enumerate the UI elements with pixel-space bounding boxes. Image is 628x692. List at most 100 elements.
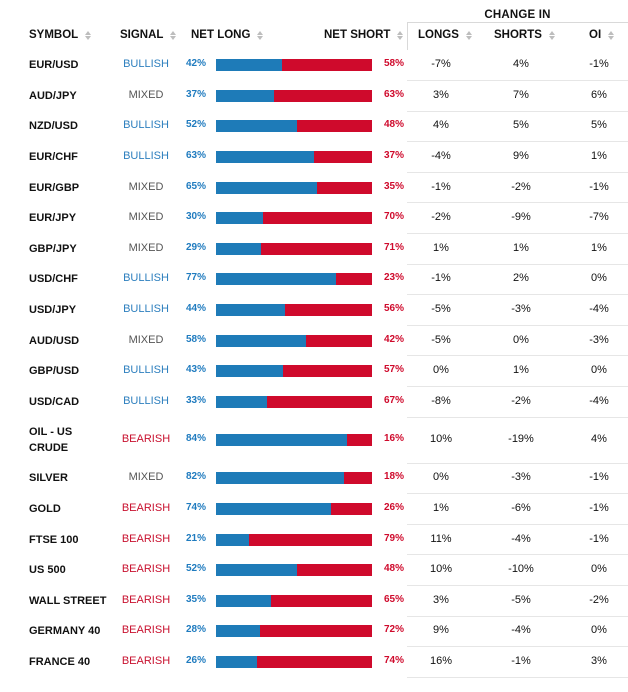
shorts-change-cell: 1% xyxy=(513,364,529,377)
net-short-percent: 63% xyxy=(383,88,404,100)
shorts-change-cell: -5% xyxy=(511,593,531,606)
symbol-cell[interactable]: USD/CAD xyxy=(29,395,80,408)
table-row[interactable]: AUD/JPY MIXED 37% 63% 3% 7% 6% xyxy=(0,81,628,112)
symbol-cell[interactable]: EUR/JPY xyxy=(29,212,77,225)
net-short-percent: 72% xyxy=(383,624,404,636)
symbol-cell[interactable]: AUD/USD xyxy=(29,334,80,347)
oi-header-label: OI xyxy=(589,29,602,41)
table-row[interactable]: GBP/USD BULLISH 43% 57% 0% 1% 0% xyxy=(0,356,628,388)
row-divider xyxy=(407,585,628,587)
signal-cell: BULLISH xyxy=(123,58,169,71)
table-row[interactable]: SILVER MIXED 82% 18% 0% -3% -1% xyxy=(0,463,628,495)
table-row[interactable]: OIL - US CRUDE BEARISH 84% 16% 10% -19% 4% xyxy=(0,417,628,464)
table-row[interactable]: EUR/GBP MIXED 65% 35% -1% -2% -1% xyxy=(0,172,628,204)
symbol-cell[interactable]: GBP/JPY xyxy=(29,242,77,255)
net-long-bar xyxy=(216,395,268,408)
net-long-bar xyxy=(216,656,257,669)
sentiment-bar xyxy=(216,503,372,516)
symbol-cell[interactable]: OIL - US CRUDE xyxy=(29,426,73,455)
symbol-cell[interactable]: GERMANY 40 xyxy=(29,625,101,638)
longs-change-cell: -2% xyxy=(431,211,451,224)
signal-column-header[interactable]: SIGNAL xyxy=(120,29,177,41)
symbol-cell[interactable]: WALL STREET xyxy=(29,594,107,607)
symbol-header-label: SYMBOL xyxy=(29,29,79,41)
shorts-change-cell: -2% xyxy=(511,180,531,193)
table-row[interactable]: WALL STREET BEARISH 35% 65% 3% -5% -2% xyxy=(0,586,628,617)
net-short-percent: 65% xyxy=(383,593,404,605)
symbol-cell[interactable]: USD/CHF xyxy=(29,273,78,286)
symbol-cell[interactable]: EUR/GBP xyxy=(29,181,80,194)
net-short-bar xyxy=(283,365,372,378)
symbol-column-header[interactable]: SYMBOL xyxy=(29,29,92,41)
sentiment-bar xyxy=(216,625,372,638)
net-short-percent: 16% xyxy=(383,433,404,445)
symbol-cell[interactable]: GOLD xyxy=(29,503,61,516)
net-long-bar xyxy=(216,334,307,347)
table-row[interactable]: GERMANY 40 BEARISH 28% 72% 9% -4% 0% xyxy=(0,616,628,648)
oi-column-header[interactable]: OI xyxy=(589,29,615,41)
symbol-cell[interactable]: GBP/USD xyxy=(29,365,80,378)
table-row[interactable]: FTSE 100 BEARISH 21% 79% 11% -4% -1% xyxy=(0,524,628,556)
net-long-percent: 58% xyxy=(185,333,206,345)
table-row[interactable]: US 500 BEARISH 52% 48% 10% -10% 0% xyxy=(0,555,628,587)
net-long-column-header[interactable]: NET LONG xyxy=(191,29,264,41)
net-long-percent: 33% xyxy=(185,394,206,406)
symbol-cell[interactable]: FTSE 100 xyxy=(29,533,79,546)
table-row[interactable]: USD/JPY BULLISH 44% 56% -5% -3% -4% xyxy=(0,295,628,326)
oi-change-cell: 1% xyxy=(591,241,607,254)
sentiment-bar xyxy=(216,151,372,164)
table-row[interactable]: GOLD BEARISH 74% 26% 1% -6% -1% xyxy=(0,494,628,525)
symbol-cell[interactable]: SILVER xyxy=(29,472,68,485)
longs-change-cell: 0% xyxy=(433,471,449,484)
table-row[interactable]: GBP/JPY MIXED 29% 71% 1% 1% 1% xyxy=(0,234,628,265)
net-long-bar xyxy=(216,120,298,133)
longs-change-cell: -5% xyxy=(431,333,451,346)
net-short-percent: 57% xyxy=(383,364,404,376)
symbol-cell[interactable]: AUD/JPY xyxy=(29,89,77,102)
table-row[interactable]: EUR/JPY MIXED 30% 70% -2% -9% -7% xyxy=(0,203,628,235)
shorts-change-cell: 2% xyxy=(513,272,529,285)
net-short-bar xyxy=(256,656,372,669)
symbol-cell[interactable]: FRANCE 40 xyxy=(29,656,91,669)
symbol-cell[interactable]: USD/JPY xyxy=(29,304,77,317)
oi-change-cell: -1% xyxy=(589,58,609,71)
sentiment-bar xyxy=(216,304,372,317)
oi-change-cell: 0% xyxy=(591,563,607,576)
table-row[interactable]: NZD/USD BULLISH 52% 48% 4% 5% 5% xyxy=(0,111,628,143)
net-long-bar xyxy=(216,242,262,255)
table-row[interactable]: EUR/CHF BULLISH 63% 37% -4% 9% 1% xyxy=(0,142,628,173)
net-long-percent: 29% xyxy=(185,241,206,253)
shorts-change-cell: -6% xyxy=(511,502,531,515)
row-divider xyxy=(407,294,628,296)
net-long-bar xyxy=(216,181,318,194)
row-divider xyxy=(407,324,628,326)
shorts-column-header[interactable]: SHORTS xyxy=(494,29,555,41)
table-row[interactable]: USD/CHF BULLISH 77% 23% -1% 2% 0% xyxy=(0,264,628,296)
row-divider xyxy=(407,171,628,173)
net-long-percent: 52% xyxy=(185,563,206,575)
table-row[interactable]: USD/CAD BULLISH 33% 67% -8% -2% -4% xyxy=(0,387,628,418)
table-row[interactable]: EUR/USD BULLISH 42% 58% -7% 4% -1% xyxy=(0,50,628,82)
longs-column-header[interactable]: LONGS xyxy=(418,29,472,41)
symbol-cell[interactable]: NZD/USD xyxy=(29,120,78,133)
symbol-cell[interactable]: US 500 xyxy=(29,564,66,577)
symbol-cell[interactable]: EUR/USD xyxy=(29,59,79,72)
signal-cell: MIXED xyxy=(128,88,164,101)
net-short-percent: 70% xyxy=(383,211,404,223)
symbol-cell[interactable]: EUR/CHF xyxy=(29,151,78,164)
net-short-bar xyxy=(259,625,372,638)
oi-change-cell: 0% xyxy=(591,364,607,377)
oi-change-cell: 4% xyxy=(591,433,607,446)
net-long-bar xyxy=(216,625,260,638)
signal-cell: BEARISH xyxy=(121,563,171,576)
net-short-bar xyxy=(336,273,372,286)
table-row[interactable]: AUD/USD MIXED 58% 42% -5% 0% -3% xyxy=(0,325,628,357)
shorts-change-cell: -2% xyxy=(511,394,531,407)
shorts-change-cell: 4% xyxy=(513,58,529,71)
sentiment-bar xyxy=(216,594,372,607)
net-short-column-header[interactable]: NET SHORT xyxy=(324,29,404,41)
net-long-percent: 52% xyxy=(185,119,206,131)
table-row[interactable]: FRANCE 40 BEARISH 26% 74% 16% -1% 3% xyxy=(0,647,628,678)
net-short-percent: 58% xyxy=(383,58,404,70)
signal-cell: BEARISH xyxy=(121,655,171,668)
